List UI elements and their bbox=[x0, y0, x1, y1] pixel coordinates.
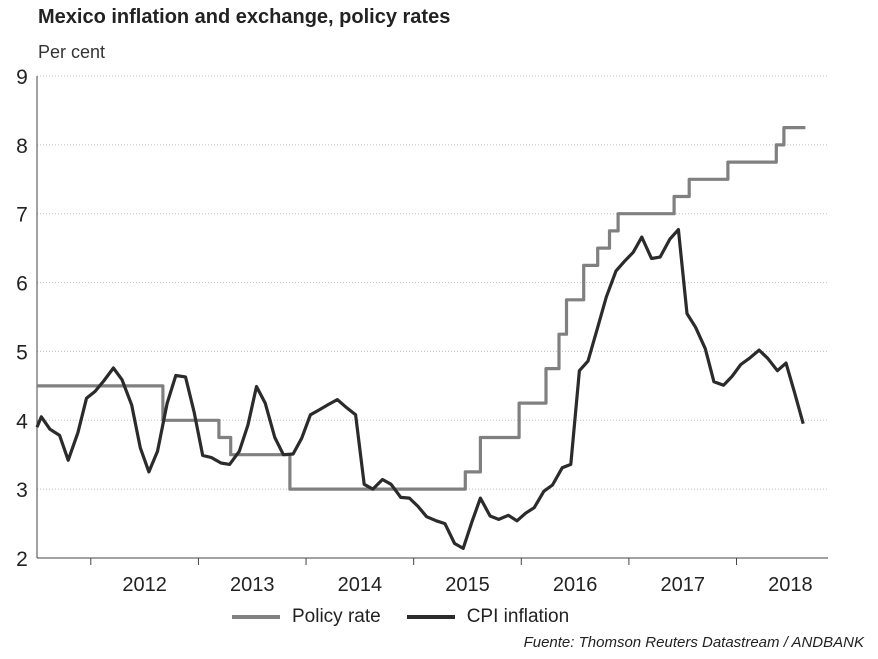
legend-swatch-policy-rate bbox=[232, 615, 280, 619]
y-tick-label-8: 8 bbox=[16, 135, 28, 158]
legend-swatch-cpi-inflation bbox=[406, 615, 455, 619]
x-tick-label-2013: 2013 bbox=[230, 574, 275, 596]
y-tick-label-4: 4 bbox=[16, 410, 28, 433]
y-tick-label-9: 9 bbox=[16, 66, 28, 89]
x-tick-label-2018: 2018 bbox=[768, 574, 813, 596]
y-tick-label-6: 6 bbox=[16, 273, 28, 296]
x-tick-label-2014: 2014 bbox=[338, 574, 383, 596]
legend-item-cpi-inflation: CPI inflation bbox=[406, 606, 570, 628]
y-tick-label-5: 5 bbox=[16, 341, 28, 364]
source-note: Fuente: Thomson Reuters Datastream / AND… bbox=[523, 634, 864, 651]
series-line-cpi-inflation bbox=[35, 228, 805, 551]
x-tick-label-2017: 2017 bbox=[660, 574, 705, 596]
y-tick-label-2: 2 bbox=[16, 548, 28, 571]
chart-title: Mexico inflation and exchange, policy ra… bbox=[38, 6, 451, 28]
y-axis-unit-label: Per cent bbox=[38, 42, 106, 62]
y-tick-label-7: 7 bbox=[16, 204, 28, 227]
x-tick-label-2016: 2016 bbox=[553, 574, 598, 596]
series-line-policy-rate bbox=[37, 125, 806, 491]
legend-item-policy-rate: Policy rate bbox=[232, 606, 381, 628]
legend: Policy rate CPI inflation bbox=[232, 606, 595, 628]
y-tick-label-3: 3 bbox=[16, 479, 28, 502]
legend-label-policy-rate: Policy rate bbox=[292, 606, 381, 627]
x-tick-label-2015: 2015 bbox=[445, 574, 490, 596]
legend-label-cpi-inflation: CPI inflation bbox=[466, 606, 570, 627]
x-tick-label-2012: 2012 bbox=[122, 574, 167, 596]
